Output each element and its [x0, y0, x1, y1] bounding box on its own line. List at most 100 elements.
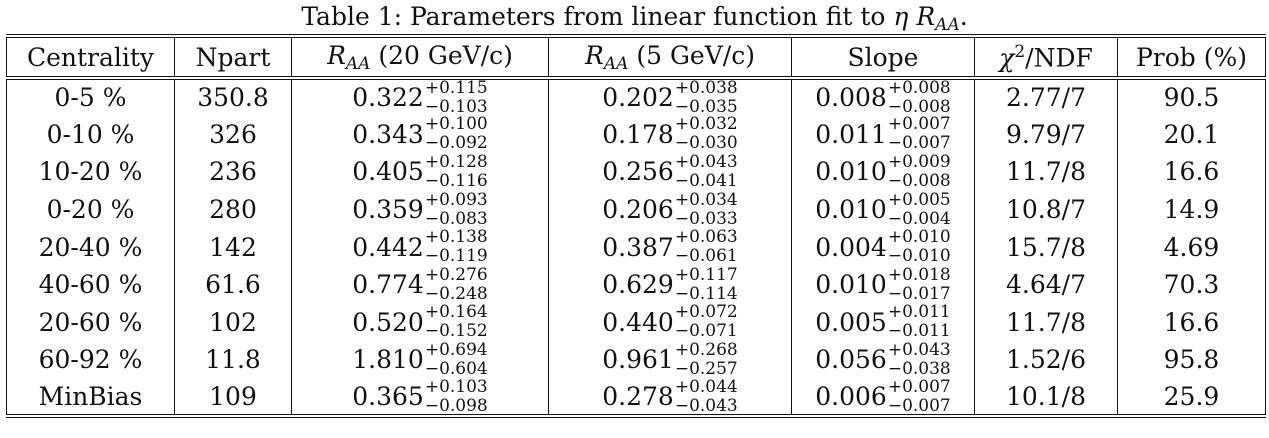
cell-slope-err-down: −0.004: [887, 208, 951, 229]
cell-raa-5-value: 0.440: [602, 307, 674, 337]
cell-slope-err-up: +0.009: [887, 151, 951, 172]
cell-slope-value: 0.008: [815, 83, 887, 113]
cell-slope-err-up: +0.043: [887, 339, 951, 360]
cell-slope: 0.008 +0.008 −0.008: [791, 77, 975, 117]
cell-raa-5: 0.961 +0.268 −0.257: [548, 341, 792, 379]
cell-centrality: 40-60 %: [6, 265, 175, 304]
cell-raa-5-err-down: −0.041: [674, 170, 738, 191]
cell-raa-5-err-down: −0.033: [674, 208, 738, 229]
cell-raa-5-err-up: +0.038: [674, 77, 738, 98]
cell-slope-value: 0.010: [815, 270, 887, 300]
cell-raa-20-value: 0.343: [352, 119, 424, 149]
cell-slope-err-up: +0.007: [887, 114, 951, 135]
table-row: 0-20 % 280 0.359 +0.093 −0.083 0.206 +0.034 −0.…: [6, 189, 1266, 229]
cell-raa-20-err-down: −0.119: [424, 246, 488, 267]
cell-npart: 350.8: [174, 78, 292, 116]
header-raa-20-sub: AA: [345, 53, 371, 74]
cell-npart: 326: [174, 115, 292, 154]
cell-raa-5-err-down: −0.071: [674, 321, 738, 342]
cell-raa-5: 0.178 +0.032 −0.030: [548, 115, 792, 154]
cell-raa-5: 0.387 +0.063 −0.061: [548, 227, 792, 267]
cell-slope: 0.005 +0.011 −0.011: [791, 302, 975, 342]
cell-chi2-ndf: 9.79/7: [974, 115, 1118, 154]
header-chi2-chi: χ: [999, 43, 1015, 73]
header-raa-20-text: (20 GeV/c): [370, 40, 513, 70]
cell-raa-20: 0.359 +0.093 −0.083: [291, 189, 549, 229]
cell-chi2-ndf: 1.52/6: [974, 341, 1118, 379]
cell-raa-20-value: 0.442: [352, 232, 424, 262]
cell-raa-5-value: 0.202: [602, 83, 674, 113]
cell-raa-20-value: 0.322: [352, 83, 424, 113]
cell-slope-err-up: +0.008: [887, 77, 951, 98]
cell-raa-20-err-down: −0.092: [424, 133, 488, 154]
cell-raa-5-value: 0.178: [602, 119, 674, 149]
caption-eta: η: [893, 2, 909, 31]
table-row: 20-60 % 102 0.520 +0.164 −0.152 0.440 +0.072 −0…: [6, 302, 1266, 342]
cell-raa-5-value: 0.256: [602, 157, 674, 187]
header-raa-20: RAA (20 GeV/c): [291, 36, 549, 78]
cell-raa-20: 0.520 +0.164 −0.152: [291, 302, 549, 342]
cell-raa-20: 0.322 +0.115 −0.103: [291, 77, 549, 117]
cell-chi2-ndf: 11.7/8: [974, 303, 1118, 342]
header-chi2-text: /NDF: [1025, 43, 1093, 73]
header-raa-5-text: (5 GeV/c): [628, 40, 755, 70]
cell-raa-5: 0.629 +0.117 −0.114: [548, 265, 792, 304]
cell-slope: 0.010 +0.009 −0.008: [791, 151, 975, 191]
cell-raa-5: 0.256 +0.043 −0.041: [548, 153, 792, 191]
cell-raa-20-err-up: +0.093: [424, 189, 488, 210]
cell-raa-20-value: 0.774: [352, 270, 424, 300]
header-slope: Slope: [791, 36, 975, 78]
cell-raa-20-err-up: +0.103: [424, 376, 488, 397]
table-body: 0-5 % 350.8 0.322 +0.115 −0.103 0.202 +0.038 −0…: [6, 77, 1266, 417]
cell-raa-5-err-down: −0.043: [674, 395, 738, 416]
cell-prob: 20.1: [1117, 115, 1266, 154]
cell-raa-5-err-up: +0.072: [674, 302, 738, 323]
header-chi2: χ2/NDF: [974, 36, 1118, 78]
cell-raa-20-err-up: +0.276: [424, 264, 488, 285]
cell-raa-20-err-down: −0.152: [424, 321, 488, 342]
cell-prob: 4.69: [1117, 228, 1266, 266]
header-centrality: Centrality: [6, 36, 175, 78]
cell-slope: 0.011 +0.007 −0.007: [791, 114, 975, 154]
cell-raa-5-err-up: +0.063: [674, 227, 738, 248]
cell-npart: 61.6: [174, 265, 292, 304]
table-row: 40-60 % 61.6 0.774 +0.276 −0.248 0.629 +0.117−…: [6, 264, 1266, 304]
cell-slope-err-down: −0.008: [887, 96, 951, 117]
cell-raa-20: 1.810 +0.694 −0.604: [291, 341, 549, 379]
cell-prob: 14.9: [1117, 190, 1266, 229]
cell-raa-20-err-down: −0.248: [424, 283, 488, 304]
cell-npart: 109: [174, 378, 292, 417]
cell-raa-20-err-up: +0.115: [424, 77, 488, 98]
header-chi2-sup: 2: [1014, 41, 1026, 62]
cell-slope-value: 0.010: [815, 195, 887, 225]
cell-raa-5-err-down: −0.114: [674, 283, 738, 304]
cell-slope-err-up: +0.005: [887, 189, 951, 210]
cell-chi2-ndf: 2.77/7: [974, 78, 1118, 116]
header-prob: Prob (%): [1117, 36, 1266, 78]
cell-raa-5: 0.206 +0.034 −0.033: [548, 189, 792, 229]
cell-raa-5-err-down: −0.061: [674, 246, 738, 267]
cell-centrality: MinBias: [6, 378, 175, 417]
cell-slope-err-up: +0.018: [887, 264, 951, 285]
header-raa-5-sub: AA: [603, 53, 629, 74]
cell-raa-20-value: 0.359: [352, 195, 424, 225]
table-row: 0-5 % 350.8 0.322 +0.115 −0.103 0.202 +0.038 −0…: [6, 77, 1266, 117]
table-row: 0-10 % 326 0.343 +0.100 −0.092 0.178 +0.032 −0.…: [6, 114, 1266, 154]
cell-prob: 70.3: [1117, 265, 1266, 304]
table-row: MinBias 109 0.365 +0.103 −0.098 0.278 +0.044 −0…: [6, 376, 1266, 417]
cell-raa-5-err-up: +0.034: [674, 189, 738, 210]
cell-raa-20-err-up: +0.164: [424, 302, 488, 323]
cell-raa-20-err-down: −0.103: [424, 96, 488, 117]
table-caption: Table 1: Parameters from linear function…: [0, 0, 1269, 35]
cell-chi2-ndf: 11.7/8: [974, 153, 1118, 191]
cell-raa-5-err-up: +0.044: [674, 376, 738, 397]
header-raa-5: RAA (5 GeV/c): [548, 36, 792, 78]
cell-raa-20-err-down: −0.604: [424, 358, 488, 379]
cell-slope-value: 0.010: [815, 157, 887, 187]
cell-prob: 16.6: [1117, 153, 1266, 191]
cell-raa-5-value: 0.629: [602, 270, 674, 300]
cell-raa-20: 0.365 +0.103 −0.098: [291, 376, 549, 417]
cell-slope-value: 0.005: [815, 307, 887, 337]
cell-slope-value: 0.011: [815, 119, 887, 149]
cell-slope-err-up: +0.011: [887, 302, 951, 323]
